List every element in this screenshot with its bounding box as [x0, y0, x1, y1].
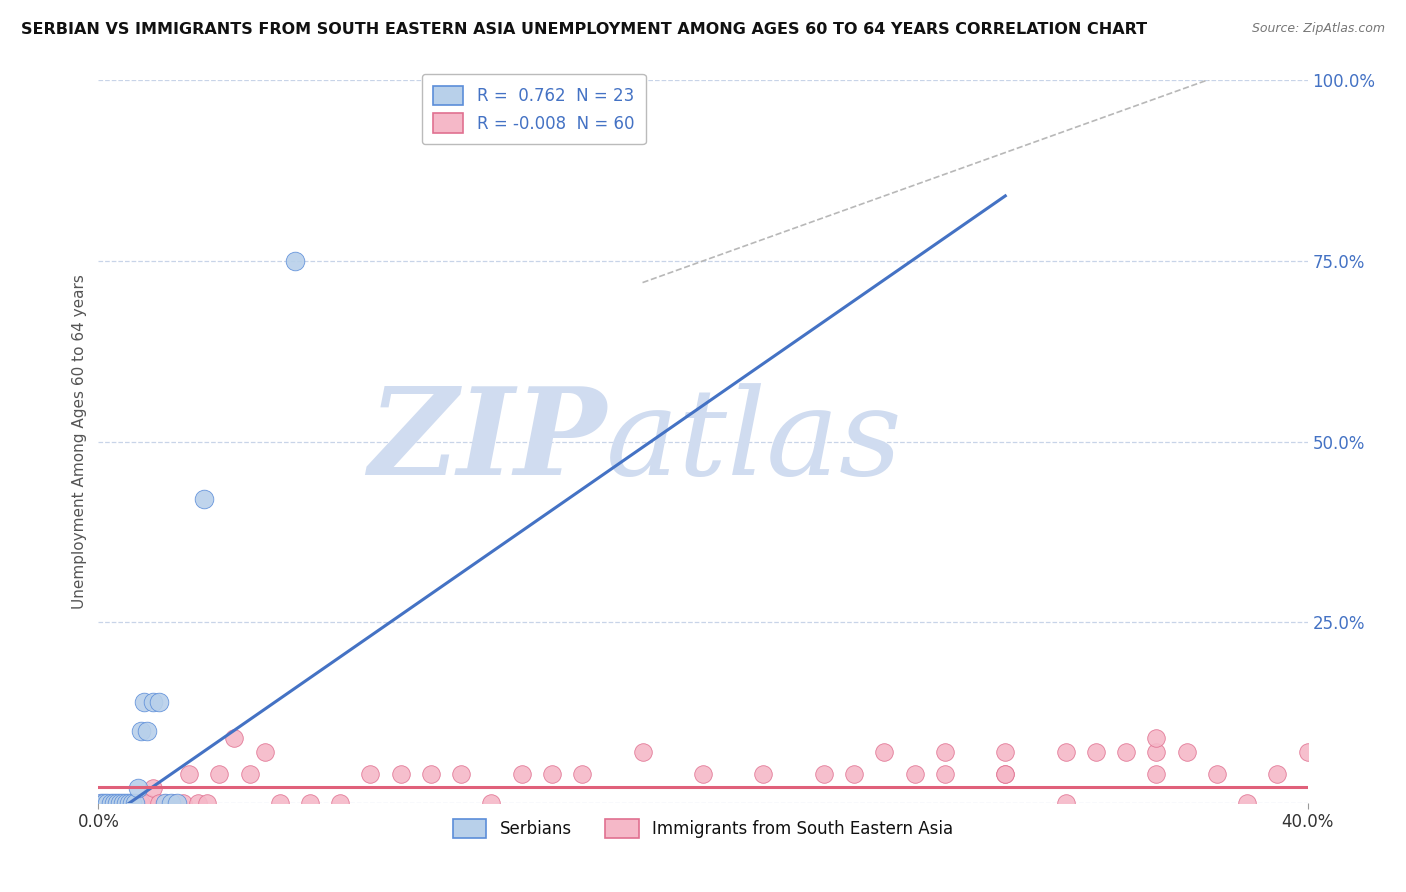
Point — [93, 796, 115, 810]
Point — [450, 767, 472, 781]
Point — [127, 781, 149, 796]
Point — [142, 781, 165, 796]
Point — [1175, 745, 1198, 759]
Point — [172, 796, 194, 810]
Point — [195, 796, 218, 810]
Point — [160, 796, 183, 810]
Point — [121, 796, 143, 810]
Point — [114, 796, 136, 810]
Point — [105, 796, 128, 810]
Point — [1054, 745, 1077, 759]
Point — [844, 767, 866, 781]
Point — [1296, 745, 1319, 759]
Point — [269, 796, 291, 810]
Point — [114, 796, 136, 810]
Point — [142, 695, 165, 709]
Point — [100, 796, 122, 810]
Point — [153, 796, 176, 810]
Point — [360, 767, 382, 781]
Point — [193, 492, 215, 507]
Point — [1144, 731, 1167, 745]
Point — [631, 745, 654, 759]
Point — [1054, 796, 1077, 810]
Point — [105, 796, 128, 810]
Point — [904, 767, 927, 781]
Point — [540, 767, 562, 781]
Point — [1085, 745, 1108, 759]
Point — [103, 796, 125, 810]
Point — [224, 731, 246, 745]
Point — [148, 796, 170, 810]
Point — [118, 796, 141, 810]
Point — [481, 796, 503, 810]
Point — [135, 723, 157, 738]
Point — [163, 796, 186, 810]
Text: atlas: atlas — [606, 383, 903, 500]
Point — [752, 767, 775, 781]
Point — [253, 745, 276, 759]
Text: Source: ZipAtlas.com: Source: ZipAtlas.com — [1251, 22, 1385, 36]
Point — [93, 796, 115, 810]
Point — [284, 253, 307, 268]
Point — [179, 767, 201, 781]
Point — [239, 767, 262, 781]
Point — [148, 695, 170, 709]
Point — [96, 796, 118, 810]
Point — [129, 796, 152, 810]
Point — [124, 796, 146, 810]
Point — [571, 767, 593, 781]
Point — [124, 796, 146, 810]
Point — [111, 796, 134, 810]
Text: SERBIAN VS IMMIGRANTS FROM SOUTH EASTERN ASIA UNEMPLOYMENT AMONG AGES 60 TO 64 Y: SERBIAN VS IMMIGRANTS FROM SOUTH EASTERN… — [21, 22, 1147, 37]
Point — [100, 796, 122, 810]
Point — [1144, 767, 1167, 781]
Point — [90, 796, 112, 810]
Point — [187, 796, 209, 810]
Point — [103, 796, 125, 810]
Point — [299, 796, 322, 810]
Point — [994, 767, 1017, 781]
Point — [873, 745, 896, 759]
Point — [1144, 745, 1167, 759]
Text: ZIP: ZIP — [368, 383, 606, 500]
Point — [129, 723, 152, 738]
Point — [1115, 745, 1137, 759]
Point — [96, 796, 118, 810]
Point — [90, 796, 112, 810]
Y-axis label: Unemployment Among Ages 60 to 64 years: Unemployment Among Ages 60 to 64 years — [72, 274, 87, 609]
Point — [166, 796, 188, 810]
Point — [108, 796, 131, 810]
Point — [1236, 796, 1258, 810]
Point — [132, 695, 155, 709]
Point — [510, 767, 533, 781]
Point — [1267, 767, 1289, 781]
Point — [813, 767, 835, 781]
Legend: Serbians, Immigrants from South Eastern Asia: Serbians, Immigrants from South Eastern … — [446, 813, 960, 845]
Point — [153, 796, 176, 810]
Point — [934, 767, 956, 781]
Point — [389, 767, 412, 781]
Point — [135, 796, 157, 810]
Point — [420, 767, 443, 781]
Point — [111, 796, 134, 810]
Point — [692, 767, 714, 781]
Point — [934, 745, 956, 759]
Point — [118, 796, 141, 810]
Point — [994, 745, 1017, 759]
Point — [994, 767, 1017, 781]
Point — [1206, 767, 1229, 781]
Point — [108, 796, 131, 810]
Point — [329, 796, 352, 810]
Point — [208, 767, 231, 781]
